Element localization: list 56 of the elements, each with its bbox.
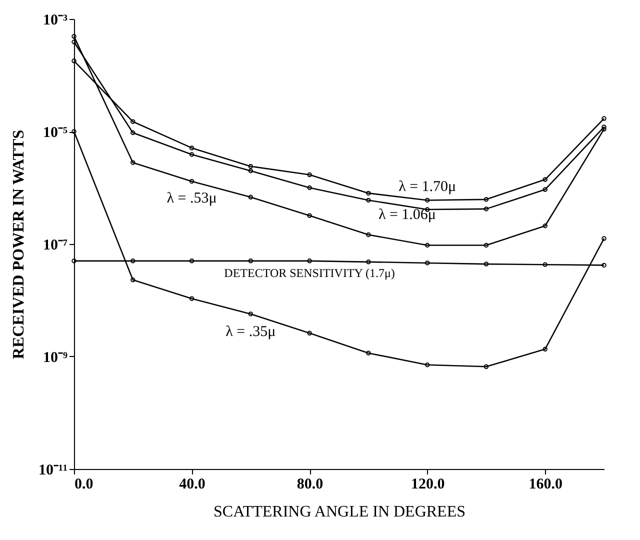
point: [484, 197, 489, 202]
point: [307, 258, 312, 264]
point: [130, 278, 136, 282]
point: [484, 242, 489, 248]
series-label: λ = 1.06μ: [378, 207, 436, 224]
point: [424, 242, 430, 248]
point: [307, 330, 312, 336]
point: [130, 130, 136, 136]
point: [307, 172, 312, 178]
point: [542, 262, 548, 267]
x-tick-label: 40.0: [179, 476, 206, 492]
series-label: λ = .53μ: [166, 190, 217, 206]
point: [366, 190, 371, 196]
point: [248, 258, 254, 264]
point: [484, 262, 489, 266]
point: [189, 178, 194, 184]
point: [542, 346, 548, 352]
point: [130, 258, 136, 264]
series-label: λ = 1.70μ: [398, 179, 456, 196]
y-tick-label: 10⁻³: [43, 12, 68, 28]
point: [542, 177, 548, 182]
x-axis-title: SCATTERING ANGLE IN DEGREES: [214, 504, 466, 520]
point: [366, 232, 371, 238]
point: [484, 364, 489, 370]
point: [248, 168, 254, 174]
point: [189, 152, 194, 157]
point: [424, 198, 430, 203]
x-tick-label: 80.0: [296, 476, 324, 492]
point: [424, 260, 430, 266]
point: [366, 260, 371, 264]
y-tick-label: 10⁻⁹: [43, 350, 68, 366]
y-axis-title: RECEIVED POWER IN WATTS: [10, 130, 28, 360]
series-label: DETECTOR SENSITIVITY (1.7μ): [224, 266, 395, 280]
point: [542, 187, 548, 192]
point: [307, 185, 312, 190]
point: [189, 146, 194, 150]
y-tick-label: 10⁻⁵: [43, 125, 68, 141]
point: [130, 160, 136, 165]
x-tick-label: 160.0: [528, 476, 562, 492]
point: [248, 194, 254, 200]
point: [366, 350, 371, 356]
point: [307, 213, 312, 218]
x-tick-label: 0.0: [74, 476, 94, 492]
point: [189, 258, 194, 264]
y-tick-label: 10⁻¹¹: [38, 462, 68, 478]
point: [248, 312, 254, 316]
point: [424, 362, 430, 368]
point: [248, 164, 254, 169]
y-tick-label: 10⁻⁷: [43, 238, 68, 254]
series-label: λ = .35μ: [226, 324, 276, 340]
point: [130, 119, 136, 124]
point: [542, 224, 548, 228]
point: [366, 198, 371, 203]
point: [189, 296, 194, 301]
x-tick-label: 120.0: [410, 476, 445, 492]
point: [484, 206, 489, 212]
